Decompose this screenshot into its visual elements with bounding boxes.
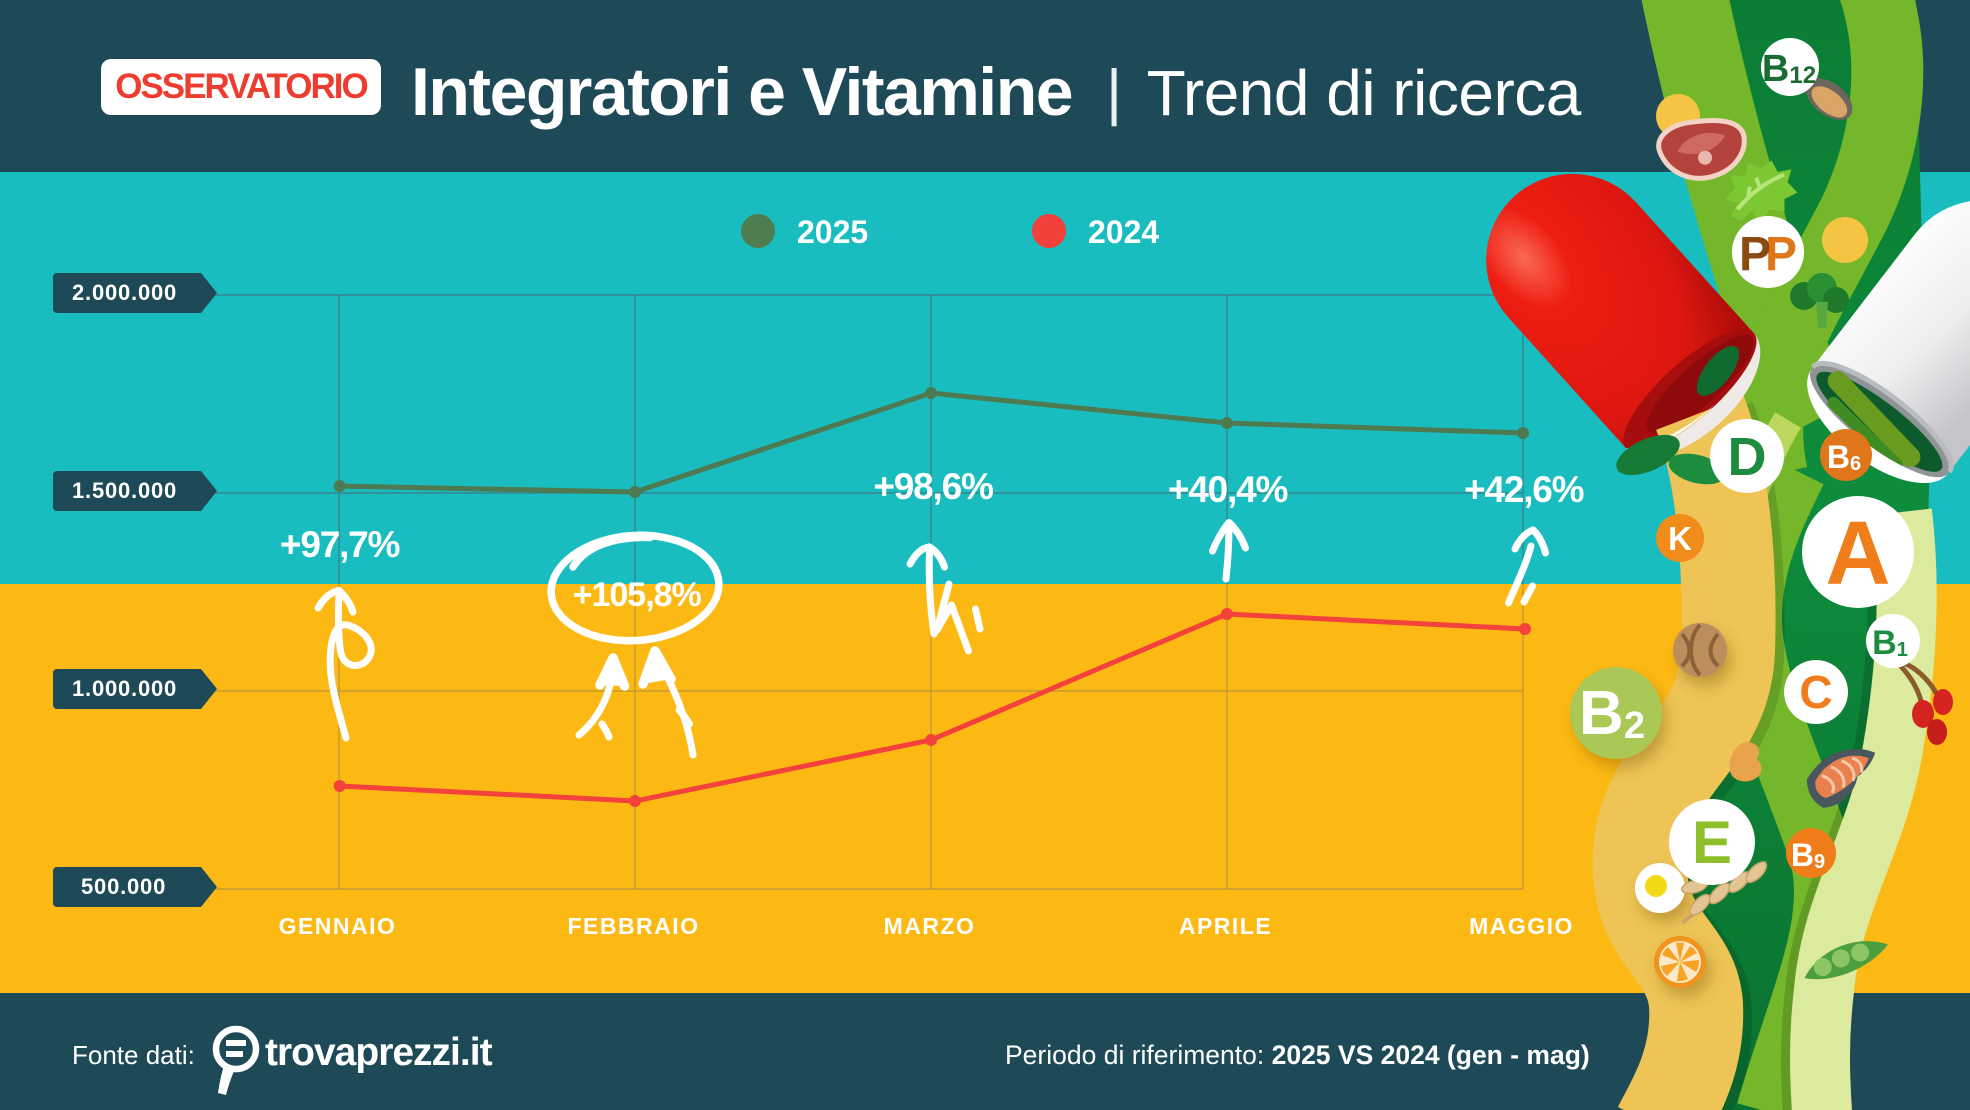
svg-text:500.000: 500.000 bbox=[81, 874, 166, 899]
svg-text:FEBBRAIO: FEBBRAIO bbox=[567, 913, 699, 939]
svg-text:P: P bbox=[1739, 228, 1771, 281]
svg-text:2.000.000: 2.000.000 bbox=[72, 280, 177, 305]
svg-text:B12: B12 bbox=[1762, 48, 1816, 90]
svg-text:APRILE: APRILE bbox=[1179, 913, 1272, 939]
svg-text:+105,8%: +105,8% bbox=[573, 576, 702, 614]
svg-text:MAGGIO: MAGGIO bbox=[1469, 913, 1574, 939]
svg-text:C: C bbox=[1799, 666, 1832, 718]
svg-text:+97,7%: +97,7% bbox=[280, 524, 400, 565]
svg-text:E: E bbox=[1692, 809, 1732, 876]
svg-text:K: K bbox=[1668, 520, 1692, 557]
svg-text:1.000.000: 1.000.000 bbox=[72, 676, 177, 701]
svg-text:1.500.000: 1.500.000 bbox=[72, 478, 177, 503]
svg-text:P: P bbox=[1765, 228, 1797, 281]
svg-text:+42,6%: +42,6% bbox=[1464, 469, 1584, 510]
svg-text:+40,4%: +40,4% bbox=[1168, 469, 1288, 510]
svg-text:2025: 2025 bbox=[797, 214, 868, 250]
svg-text:+98,6%: +98,6% bbox=[873, 466, 993, 507]
svg-text:A: A bbox=[1826, 504, 1891, 604]
svg-text:MARZO: MARZO bbox=[884, 913, 976, 939]
svg-text:D: D bbox=[1728, 427, 1767, 487]
svg-text:GENNAIO: GENNAIO bbox=[279, 913, 397, 939]
svg-text:2024: 2024 bbox=[1088, 214, 1159, 250]
